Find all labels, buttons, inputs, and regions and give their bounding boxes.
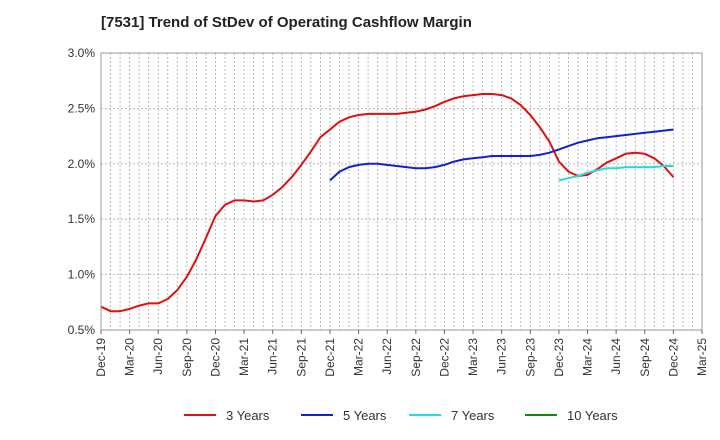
x-tick-label: Mar-20 [123, 338, 137, 376]
legend-item: 10 Years [525, 405, 618, 425]
x-tick-label: Sep-22 [409, 338, 423, 377]
y-tick-label: 2.5% [68, 101, 96, 115]
x-tick-label: Sep-23 [523, 338, 537, 377]
x-tick-label: Sep-20 [180, 338, 194, 377]
y-axis-ticks: 0.5% 1.0% 1.5% 2.0% 2.5% 3.0% [68, 46, 96, 337]
x-tick-label: Jun-21 [266, 338, 280, 375]
legend: 3 Years 5 Years 7 Years 10 Years [0, 405, 720, 425]
y-tick-label: 2.0% [68, 157, 96, 171]
legend-item: 5 Years [301, 405, 386, 425]
x-tick-label: Mar-23 [466, 338, 480, 376]
legend-label: 3 Years [226, 407, 270, 423]
y-tick-label: 3.0% [68, 46, 96, 60]
series-line-7-years [558, 165, 674, 182]
series-lines [100, 93, 675, 313]
legend-swatch [409, 414, 441, 416]
x-tick-label: Jun-24 [609, 338, 623, 375]
y-tick-label: 1.0% [68, 268, 96, 282]
legend-label: 5 Years [343, 407, 387, 423]
chart-title: [7531] Trend of StDev of Operating Cashf… [101, 14, 472, 31]
legend-swatch [301, 414, 333, 416]
x-tick-label: Sep-24 [638, 338, 652, 377]
x-tick-label: Dec-23 [552, 338, 566, 377]
x-tick-label: Dec-21 [323, 338, 337, 377]
legend-item: 3 Years [184, 405, 269, 425]
legend-swatch [525, 414, 557, 416]
x-tick-label: Jun-22 [380, 338, 394, 375]
x-tick-label: Sep-21 [294, 338, 308, 377]
x-tick-label: Jun-20 [151, 338, 165, 375]
x-tick-label: Mar-22 [352, 338, 366, 376]
x-tick-label: Jun-23 [495, 338, 509, 375]
x-tick-label: Dec-19 [94, 338, 108, 377]
legend-label: 7 Years [451, 407, 495, 423]
x-tick-label: Mar-25 [695, 338, 709, 376]
x-axis-ticks: Dec-19 Mar-20 Jun-20 Sep-20 Dec-20 Mar-21 Jun-… [94, 330, 709, 377]
x-tick-label: Mar-24 [581, 338, 595, 376]
legend-label: 10 Years [567, 407, 618, 423]
grid [101, 53, 702, 330]
legend-item: 7 Years [409, 405, 494, 425]
y-tick-label: 0.5% [68, 323, 96, 337]
x-tick-label: Dec-24 [666, 338, 680, 377]
y-tick-label: 1.5% [68, 212, 96, 226]
x-tick-label: Dec-20 [208, 338, 222, 377]
x-tick-label: Dec-22 [437, 338, 451, 377]
series-line-5-years [329, 128, 674, 182]
legend-swatch [184, 414, 216, 416]
plot-frame [100, 52, 703, 331]
x-tick-label: Mar-21 [237, 338, 251, 376]
